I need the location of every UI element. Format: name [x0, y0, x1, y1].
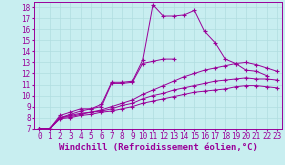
- X-axis label: Windchill (Refroidissement éolien,°C): Windchill (Refroidissement éolien,°C): [59, 143, 258, 152]
